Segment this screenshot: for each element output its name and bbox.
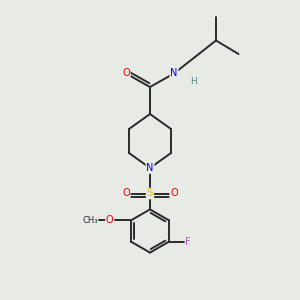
Text: N: N [146, 163, 154, 173]
Text: F: F [185, 237, 191, 247]
Text: H: H [190, 76, 197, 85]
Text: O: O [170, 188, 178, 199]
Text: S: S [147, 188, 153, 199]
Text: CH₃: CH₃ [82, 216, 98, 225]
Text: O: O [106, 215, 113, 225]
Text: O: O [122, 188, 130, 199]
Text: N: N [170, 68, 178, 79]
Text: O: O [122, 68, 130, 79]
